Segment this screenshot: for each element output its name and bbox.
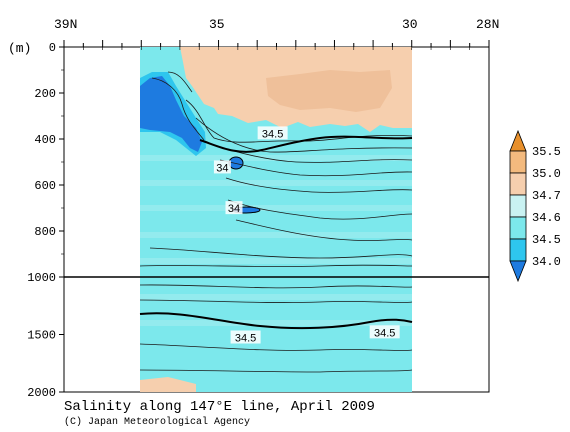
contour-34-5 [139, 135, 413, 330]
contour-label: 34 [228, 203, 240, 215]
contour-label: 34.5 [235, 333, 256, 345]
chart-title: Salinity along 147°E line, April 2009 [64, 399, 375, 415]
moderate-salinity-patch [266, 70, 392, 112]
contour-label-bg [369, 325, 400, 339]
xtick-label: 28N [476, 17, 499, 32]
top-axis-ticks [63, 40, 490, 50]
y-tick-label: 200 [34, 87, 56, 101]
colorbar: 35.5 35.0 34.7 34.6 34.5 34.0 [509, 129, 561, 283]
y-tick-label: 0 [49, 41, 56, 55]
colorbar-segment [509, 172, 527, 196]
colorbar-label: 35.0 [532, 167, 561, 181]
yaxis-unit-label: (m) [8, 41, 31, 56]
contour-label: 34.5 [374, 327, 395, 339]
colorbar-top-arrow [509, 129, 527, 152]
contour-label-bg [230, 330, 261, 344]
colorbar-segment [509, 216, 527, 240]
xtick-label: 35 [209, 17, 225, 32]
lowest-salinity-core [140, 76, 202, 152]
y-tick-label: 2000 [27, 386, 56, 400]
y-tick-label: 600 [34, 179, 56, 193]
y-tick-label: 400 [34, 133, 56, 147]
xtick-label: 30 [402, 17, 418, 32]
colorbar-segment [509, 194, 527, 218]
colorbar-label: 34.6 [532, 211, 561, 225]
contour-label: 34 [216, 162, 228, 174]
contour-label: 34.5 [262, 128, 283, 140]
colorbar-bottom-arrow [509, 260, 527, 283]
credit-text: (C) Japan Meteorological Agency [64, 416, 250, 428]
colorbar-label: 34.7 [532, 189, 561, 203]
colorbar-label: 34.0 [532, 255, 561, 269]
eddy-core [228, 156, 244, 170]
colorbar-label: 35.5 [532, 145, 561, 159]
colorbar-segment [509, 238, 527, 262]
xtick-label: 39N [54, 17, 77, 32]
contour-labels: 34.5 34 34 34.5 34.5 [213, 126, 400, 345]
y-tick-label: 1500 [27, 329, 56, 343]
y-tick-label: 1000 [27, 271, 56, 285]
contour-label-bg [213, 160, 231, 174]
bottom-orange-patch [140, 377, 196, 392]
y-tick-label: 800 [34, 225, 56, 239]
contour-label-bg [257, 126, 288, 140]
colorbar-segment [509, 150, 527, 174]
contour-label-bg [225, 201, 243, 215]
contour-bands [140, 155, 412, 326]
y-axis-ticks: 0 200 400 600 800 1000 1500 2000 [27, 41, 64, 400]
contour-lines [139, 71, 413, 373]
colorbar-label: 34.5 [532, 233, 561, 247]
